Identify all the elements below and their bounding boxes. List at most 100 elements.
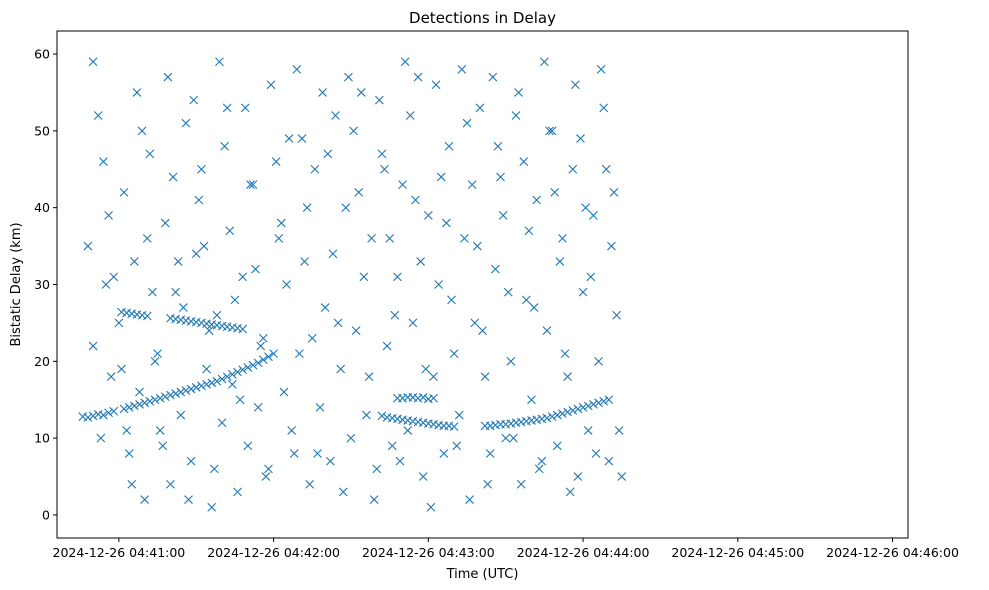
detection-point bbox=[328, 249, 338, 259]
detection-point bbox=[563, 407, 572, 417]
detection-point bbox=[248, 360, 258, 370]
detection-point bbox=[382, 341, 392, 351]
detection-point bbox=[542, 326, 552, 335]
detection-point bbox=[160, 218, 170, 228]
detection-point bbox=[209, 464, 219, 474]
detection-point bbox=[545, 126, 554, 136]
detection-point bbox=[202, 379, 211, 389]
detection-point bbox=[212, 310, 222, 320]
detection-point bbox=[439, 449, 449, 458]
detection-point bbox=[604, 456, 614, 466]
detection-point bbox=[300, 257, 309, 266]
detection-point bbox=[341, 203, 351, 213]
detection-point bbox=[612, 310, 621, 320]
detection-point bbox=[212, 376, 222, 386]
detection-point bbox=[186, 384, 196, 394]
detection-point bbox=[83, 413, 93, 422]
detection-point bbox=[88, 341, 98, 351]
detection-point bbox=[560, 349, 570, 359]
detection-point bbox=[475, 103, 485, 113]
detection-point bbox=[393, 272, 402, 282]
detection-point bbox=[145, 396, 155, 406]
detection-point bbox=[253, 403, 263, 412]
detection-point bbox=[395, 456, 405, 466]
detection-point bbox=[359, 272, 369, 282]
detection-point bbox=[418, 472, 428, 481]
detection-point bbox=[617, 472, 627, 481]
detection-point bbox=[243, 441, 253, 451]
detection-point bbox=[197, 164, 206, 174]
detection-point bbox=[135, 399, 144, 409]
detection-point bbox=[129, 257, 139, 266]
detection-point bbox=[256, 341, 266, 351]
detection-point bbox=[207, 378, 217, 388]
detection-point bbox=[122, 426, 132, 435]
detection-point bbox=[124, 449, 134, 458]
detection-point bbox=[369, 495, 379, 504]
detection-point bbox=[88, 57, 98, 67]
detection-point bbox=[573, 404, 583, 414]
x-axis-title: Time (UTC) bbox=[446, 567, 519, 582]
detection-point bbox=[434, 280, 444, 289]
detection-point bbox=[411, 195, 420, 205]
detection-point bbox=[176, 387, 186, 397]
detection-point bbox=[493, 141, 503, 151]
detection-point bbox=[423, 210, 433, 220]
detection-point bbox=[238, 272, 248, 282]
y-tick-label: 60 bbox=[34, 47, 50, 62]
detection-point bbox=[364, 372, 374, 382]
detection-point bbox=[480, 372, 490, 382]
detection-point bbox=[150, 395, 160, 405]
detection-point bbox=[519, 157, 529, 166]
detection-point bbox=[197, 381, 206, 391]
detection-point bbox=[233, 487, 242, 497]
detection-point bbox=[452, 441, 462, 451]
detection-point bbox=[398, 180, 407, 190]
detection-point bbox=[119, 404, 129, 414]
y-tick-label: 40 bbox=[34, 200, 50, 215]
detection-point bbox=[583, 426, 593, 435]
detection-point bbox=[140, 398, 150, 408]
detection-point bbox=[581, 203, 591, 213]
detection-point bbox=[217, 374, 227, 384]
detection-point bbox=[570, 80, 580, 90]
detection-point bbox=[380, 164, 389, 174]
detection-point bbox=[596, 65, 606, 74]
detection-point bbox=[488, 72, 498, 82]
detection-point bbox=[449, 422, 459, 431]
detection-point bbox=[354, 187, 364, 197]
y-tick-label: 10 bbox=[34, 431, 50, 446]
detection-point bbox=[607, 241, 616, 251]
detection-point bbox=[302, 203, 312, 213]
detection-point bbox=[385, 234, 395, 243]
detection-point bbox=[191, 383, 201, 392]
detection-point bbox=[109, 272, 119, 282]
detection-point bbox=[436, 172, 446, 182]
detection-point bbox=[540, 57, 549, 67]
detection-point bbox=[558, 409, 567, 418]
detection-point bbox=[233, 367, 242, 377]
detection-point bbox=[405, 111, 415, 120]
x-tick-label: 2024-12-26 04:45:00 bbox=[671, 545, 804, 560]
detection-point bbox=[101, 280, 111, 289]
detection-point bbox=[503, 287, 513, 297]
detection-point bbox=[501, 433, 511, 443]
x-tick-label: 2024-12-26 04:43:00 bbox=[362, 545, 495, 560]
detection-point bbox=[171, 287, 181, 297]
detection-point bbox=[527, 395, 536, 405]
detection-point bbox=[230, 295, 240, 305]
detection-point bbox=[271, 157, 281, 166]
detection-point bbox=[318, 88, 327, 97]
detection-point bbox=[506, 356, 516, 366]
detection-point bbox=[403, 426, 413, 435]
detection-point bbox=[150, 356, 160, 366]
detection-point bbox=[243, 363, 253, 372]
detection-point bbox=[609, 187, 619, 197]
detection-point bbox=[563, 372, 572, 382]
detection-point bbox=[514, 88, 523, 97]
y-tick-label: 20 bbox=[34, 354, 50, 369]
detection-point bbox=[202, 364, 211, 374]
detection-point bbox=[199, 241, 209, 251]
detection-point bbox=[127, 479, 137, 489]
detection-point bbox=[264, 464, 273, 474]
